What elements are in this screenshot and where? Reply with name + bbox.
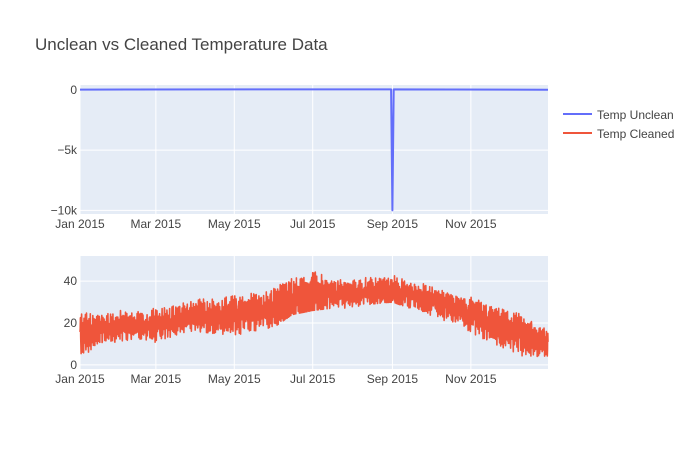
y-tick-label-cleaned: 0 xyxy=(70,358,77,372)
plot-area-unclean xyxy=(80,85,548,214)
x-tick-label-cleaned: May 2015 xyxy=(208,372,261,386)
x-tick-label-unclean: Jul 2015 xyxy=(290,217,336,231)
x-tick-label-cleaned: Sep 2015 xyxy=(367,372,419,386)
x-tick-label-cleaned: Jul 2015 xyxy=(290,372,336,386)
legend-item-unclean[interactable]: Temp Unclean xyxy=(563,108,674,122)
subplot-unclean: Jan 2015 Mar 2015 May 2015 Jul 2015 Sep 2015… xyxy=(51,83,549,231)
y-tick-label-unclean: 0 xyxy=(70,83,77,97)
x-tick-label-unclean: Sep 2015 xyxy=(367,217,419,231)
x-tick-label-unclean: Mar 2015 xyxy=(131,217,182,231)
y-tick-label-cleaned: 20 xyxy=(64,316,78,330)
figure-title: Unclean vs Cleaned Temperature Data xyxy=(35,35,328,54)
legend-label-cleaned: Temp Cleaned xyxy=(597,127,674,141)
legend-label-unclean: Temp Unclean xyxy=(597,108,674,122)
x-tick-label-unclean: May 2015 xyxy=(208,217,261,231)
series-line-temp-unclean[interactable] xyxy=(79,88,549,212)
y-tick-label-cleaned: 40 xyxy=(64,274,78,288)
x-tick-label-unclean: Jan 2015 xyxy=(55,217,105,231)
y-tick-label-unclean: −5k xyxy=(57,143,78,157)
legend[interactable]: Temp Unclean Temp Cleaned xyxy=(563,108,674,141)
subplot-cleaned: Jan 2015 Mar 2015 May 2015 Jul 2015 Sep 2015… xyxy=(55,256,549,386)
x-tick-label-cleaned: Nov 2015 xyxy=(445,372,497,386)
x-tick-label-cleaned: Jan 2015 xyxy=(55,372,105,386)
x-tick-label-unclean: Nov 2015 xyxy=(445,217,497,231)
series-line-temp-cleaned[interactable] xyxy=(79,271,549,358)
x-tick-label-cleaned: Mar 2015 xyxy=(131,372,182,386)
y-tick-label-unclean: −10k xyxy=(51,203,78,217)
legend-item-cleaned[interactable]: Temp Cleaned xyxy=(563,127,674,141)
